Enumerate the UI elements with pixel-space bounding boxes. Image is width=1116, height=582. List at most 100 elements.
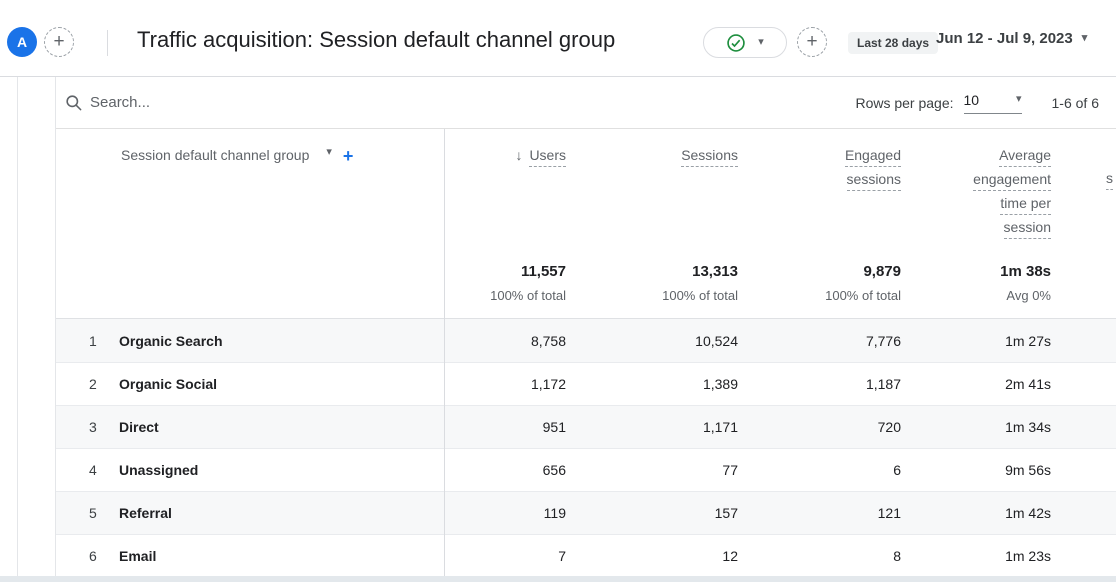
column-label: Users xyxy=(529,148,566,167)
dimension-header-label: Session default channel group xyxy=(121,147,309,163)
total-value: 1m 38s xyxy=(901,263,1051,280)
totals-sessions: 13,313 100% of total xyxy=(566,263,738,318)
page-title: Traffic acquisition: Session default cha… xyxy=(137,27,615,53)
channel-name: Direct xyxy=(119,419,444,435)
chevron-down-icon: ▾ xyxy=(1016,94,1022,105)
totals-partial xyxy=(1051,263,1116,318)
column-label: time per xyxy=(1000,196,1051,215)
add-dimension-button[interactable]: + xyxy=(343,147,354,165)
column-header-partial[interactable]: s xyxy=(1051,170,1116,250)
table-row: 6 Email 7 12 8 1m 23s xyxy=(56,534,1116,577)
engaged-sessions-cell: 121 xyxy=(738,505,901,521)
channel-name: Referral xyxy=(119,505,444,521)
users-cell: 119 xyxy=(444,505,566,521)
rows-per-page-value: 10 xyxy=(964,92,980,108)
column-label: engagement xyxy=(973,172,1051,191)
title-divider xyxy=(107,30,108,56)
table-row: 1 Organic Search 8,758 10,524 7,776 1m 2… xyxy=(56,319,1116,362)
row-number: 1 xyxy=(56,333,119,349)
sessions-cell: 77 xyxy=(566,462,738,478)
totals-row: 11,557 100% of total 13,313 100% of tota… xyxy=(56,250,1116,319)
totals-avg-engagement-time: 1m 38s Avg 0% xyxy=(901,263,1051,318)
column-header-sessions[interactable]: Sessions xyxy=(566,147,738,250)
total-value: 11,557 xyxy=(444,263,566,280)
column-header-engaged-sessions[interactable]: Engaged sessions xyxy=(738,147,901,250)
row-number: 3 xyxy=(56,419,119,435)
sort-desc-icon: ↓ xyxy=(515,147,522,163)
dimension-column-header[interactable]: Session default channel group ▾ + xyxy=(56,147,444,250)
engaged-sessions-cell: 8 xyxy=(738,548,901,564)
table-row: 2 Organic Social 1,172 1,389 1,187 2m 41… xyxy=(56,362,1116,405)
channel-name: Organic Social xyxy=(119,376,444,392)
nav-edge-divider xyxy=(17,77,18,576)
date-range-badge: Last 28 days xyxy=(848,32,938,54)
sessions-cell: 1,171 xyxy=(566,419,738,435)
totals-spacer xyxy=(56,263,444,318)
rows-per-page-label: Rows per page: xyxy=(855,95,953,111)
avg-time-cell: 1m 34s xyxy=(901,419,1051,435)
users-cell: 1,172 xyxy=(444,376,566,392)
table-header-row: Session default channel group ▾ + ↓ Users… xyxy=(56,129,1116,250)
channel-name: Organic Search xyxy=(119,333,444,349)
date-range-selector[interactable]: Jun 12 - Jul 9, 2023 ▾ xyxy=(936,30,1087,47)
dimension-metric-divider xyxy=(444,129,445,576)
engaged-sessions-cell: 6 xyxy=(738,462,901,478)
chevron-down-icon: ▾ xyxy=(758,37,764,48)
chevron-down-icon: ▾ xyxy=(1082,33,1088,44)
pagination-controls: Rows per page: 10 ▾ 1-6 of 6 xyxy=(855,92,1099,114)
column-label: Average xyxy=(999,148,1051,167)
totals-users: 11,557 100% of total xyxy=(444,263,566,318)
row-number: 2 xyxy=(56,376,119,392)
report-table-card: Rows per page: 10 ▾ 1-6 of 6 Session def… xyxy=(55,77,1116,582)
users-cell: 8,758 xyxy=(444,333,566,349)
total-sublabel: 100% of total xyxy=(566,288,738,303)
row-number: 4 xyxy=(56,462,119,478)
table-toolbar: Rows per page: 10 ▾ 1-6 of 6 xyxy=(56,77,1116,129)
engaged-sessions-cell: 7,776 xyxy=(738,333,901,349)
column-header-avg-engagement-time[interactable]: Average engagement time per session xyxy=(901,147,1051,250)
check-circle-icon xyxy=(726,33,746,53)
sessions-cell: 1,389 xyxy=(566,376,738,392)
search-icon xyxy=(64,93,83,112)
table-row: 4 Unassigned 656 77 6 9m 56s xyxy=(56,448,1116,491)
column-label: session xyxy=(1004,220,1051,239)
search-input[interactable] xyxy=(90,94,390,111)
column-label: s xyxy=(1106,171,1113,190)
avg-time-cell: 1m 27s xyxy=(901,333,1051,349)
row-number: 6 xyxy=(56,548,119,564)
report-status-dropdown[interactable]: ▾ xyxy=(703,27,787,58)
avg-time-cell: 2m 41s xyxy=(901,376,1051,392)
total-value: 13,313 xyxy=(566,263,738,280)
avg-time-cell: 1m 42s xyxy=(901,505,1051,521)
add-comparison-button[interactable]: + xyxy=(44,27,74,57)
rows-per-page-select[interactable]: 10 ▾ xyxy=(964,92,1022,114)
sessions-cell: 157 xyxy=(566,505,738,521)
avg-time-cell: 1m 23s xyxy=(901,548,1051,564)
users-cell: 7 xyxy=(444,548,566,564)
column-label: Sessions xyxy=(681,148,738,167)
column-header-users[interactable]: ↓ Users xyxy=(444,147,566,250)
users-cell: 656 xyxy=(444,462,566,478)
column-label: sessions xyxy=(847,172,901,191)
avatar[interactable]: A xyxy=(7,27,37,57)
channel-name: Unassigned xyxy=(119,462,444,478)
column-label: Engaged xyxy=(845,148,901,167)
chevron-down-icon: ▾ xyxy=(326,147,332,158)
row-number: 5 xyxy=(56,505,119,521)
table-row: 5 Referral 119 157 121 1m 42s xyxy=(56,491,1116,534)
data-table: Session default channel group ▾ + ↓ Users… xyxy=(56,129,1116,577)
horizontal-scrollbar[interactable] xyxy=(0,576,1116,582)
total-sublabel: Avg 0% xyxy=(901,288,1051,303)
table-row: 3 Direct 951 1,171 720 1m 34s xyxy=(56,405,1116,448)
sessions-cell: 10,524 xyxy=(566,333,738,349)
add-metric-button[interactable]: + xyxy=(797,27,827,57)
date-range-text: Jun 12 - Jul 9, 2023 xyxy=(936,30,1073,47)
total-value: 9,879 xyxy=(738,263,901,280)
pagination-range: 1-6 of 6 xyxy=(1052,95,1099,111)
table-body: 1 Organic Search 8,758 10,524 7,776 1m 2… xyxy=(56,319,1116,577)
app-header: A + Traffic acquisition: Session default… xyxy=(0,0,1116,76)
avg-time-cell: 9m 56s xyxy=(901,462,1051,478)
engaged-sessions-cell: 720 xyxy=(738,419,901,435)
totals-engaged-sessions: 9,879 100% of total xyxy=(738,263,901,318)
search-bar xyxy=(64,93,855,112)
